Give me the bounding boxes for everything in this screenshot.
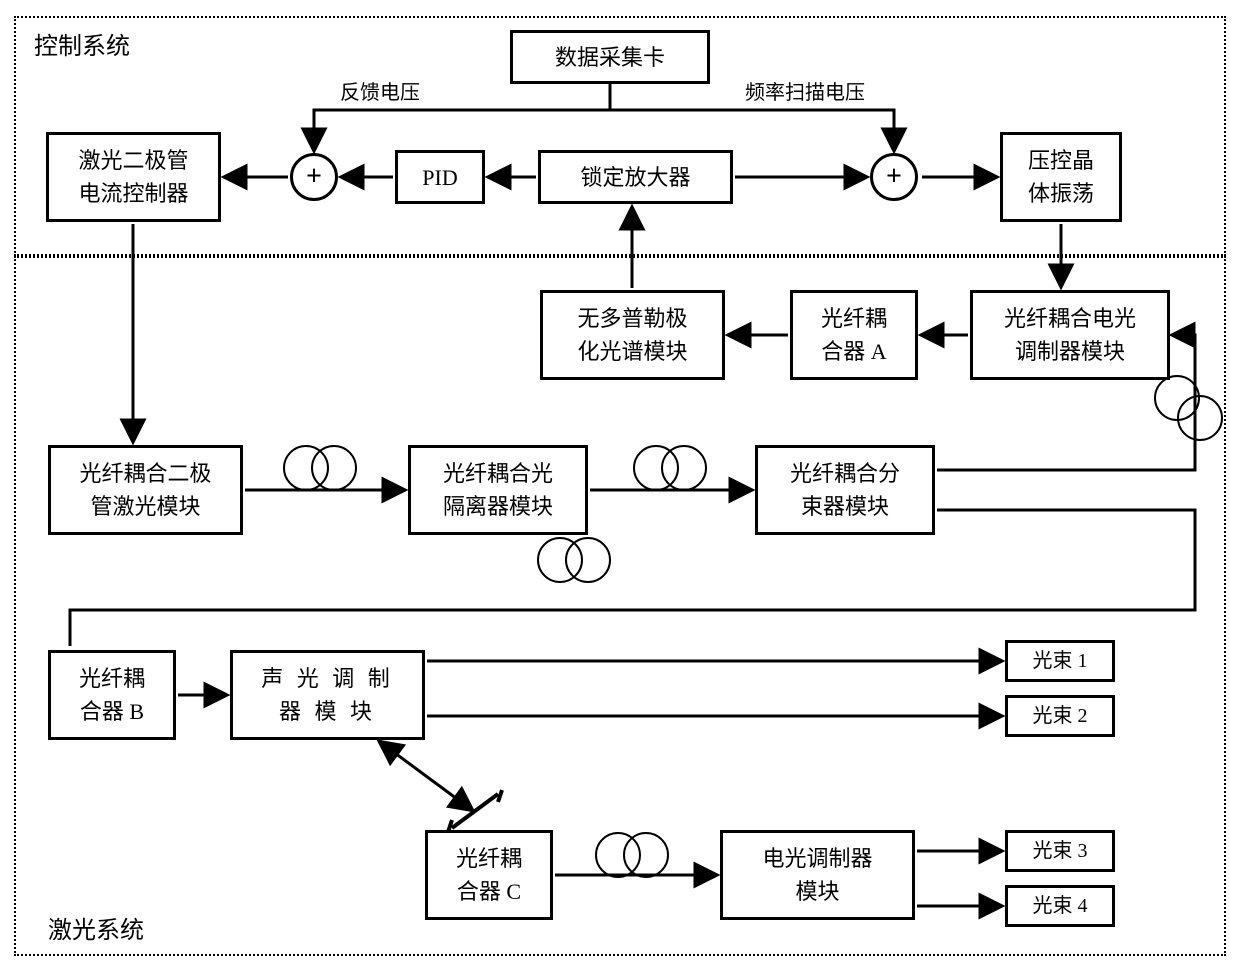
beam3-box: 光束 3 (1005, 830, 1115, 872)
ld-current-controller-box: 激光二极管 电流控制器 (46, 132, 221, 222)
summing-junction-right: + (870, 153, 918, 201)
laser-system-label: 激光系统 (44, 910, 148, 945)
coupler-c-box: 光纤耦 合器 C (425, 830, 553, 920)
vco-box: 压控晶 体振荡 (1000, 132, 1122, 222)
summing-junction-left: + (290, 153, 338, 201)
beam4-box: 光束 4 (1005, 885, 1115, 927)
feedback-voltage-label: 反馈电压 (340, 76, 420, 105)
freq-scan-voltage-label: 频率扫描电压 (745, 76, 865, 105)
splitter-box: 光纤耦合分 束器模块 (755, 445, 935, 535)
beam1-box: 光束 1 (1005, 640, 1115, 682)
coupler-a-box: 光纤耦 合器 A (790, 290, 918, 380)
control-system-label: 控制系统 (30, 26, 134, 61)
aom-box: 声 光 调 制 器 模 块 (230, 650, 425, 740)
diagram-canvas: 控制系统 激光系统 数据采集卡 激光二极管 电流控制器 + PID 锁定放大器 … (0, 0, 1240, 973)
pid-box: PID (395, 150, 485, 204)
doppler-free-box: 无多普勒极 化光谱模块 (540, 290, 725, 380)
beam2-box: 光束 2 (1005, 695, 1115, 737)
ld-module-box: 光纤耦合二极 管激光模块 (48, 445, 243, 535)
eom-box: 电光调制器 模块 (720, 830, 915, 920)
lockin-box: 锁定放大器 (538, 150, 733, 204)
fiber-eom-box: 光纤耦合电光 调制器模块 (970, 290, 1170, 380)
coupler-b-box: 光纤耦 合器 B (48, 650, 176, 740)
daq-box: 数据采集卡 (510, 30, 710, 84)
isolator-box: 光纤耦合光 隔离器模块 (408, 445, 588, 535)
